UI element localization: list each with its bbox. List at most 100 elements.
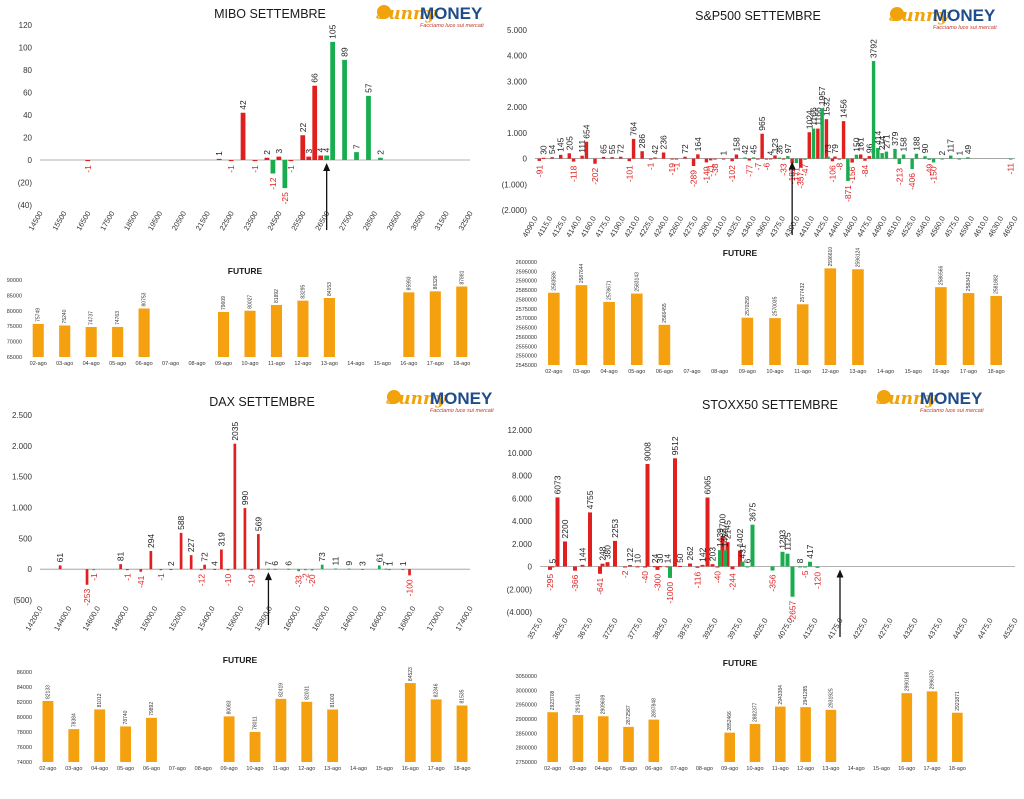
bar-value-label: -100 <box>405 579 415 596</box>
future-value-label: 80027 <box>248 295 254 309</box>
x-tick-label: 15600,0 <box>224 605 245 633</box>
y-tick-label: 2.500 <box>12 411 33 420</box>
bar-value-label: 2200 <box>560 519 570 538</box>
bar-value-label: 61 <box>374 553 384 563</box>
future-bar <box>68 729 80 762</box>
x-tick-label: 14-ago <box>347 361 364 367</box>
bar-value-label: 227 <box>186 538 196 552</box>
future-value-label: 84523 <box>408 667 414 681</box>
bar-value-label: 286 <box>637 134 647 148</box>
x-tick-label: 15400,0 <box>195 605 216 633</box>
y-tick-label: 2595000 <box>516 269 537 275</box>
bar <box>940 158 944 160</box>
x-tick-label: 23500 <box>242 210 260 233</box>
y-tick-label: 3.000 <box>507 77 528 86</box>
bar-value-label: 4 <box>322 148 332 153</box>
bar-value-label: -244 <box>728 573 738 590</box>
bar-value-label: 2 <box>375 150 385 155</box>
x-tick-label: 11-ago <box>794 369 811 375</box>
x-tick-label: 04-ago <box>601 369 618 375</box>
x-tick-label: 16-ago <box>932 369 949 375</box>
x-tick-label: 17000,0 <box>425 605 446 633</box>
bar-value-label: 654 <box>581 124 591 138</box>
bar <box>267 568 270 570</box>
bar <box>203 564 206 570</box>
bar-value-label: 150 <box>851 137 861 151</box>
bar-value-label: 6073 <box>553 475 563 494</box>
bar-value-label: 1 <box>719 151 729 156</box>
bar-value-label: 90 <box>920 144 930 154</box>
bar-value-label: -25 <box>280 192 290 205</box>
bar <box>871 61 876 159</box>
x-tick-label: 15-ago <box>374 361 391 367</box>
y-tick-label: 4.000 <box>512 517 533 526</box>
y-tick-label: 8.000 <box>512 472 533 481</box>
bar-value-label: -49 <box>924 164 934 177</box>
bar-value-label: 111 <box>577 140 587 153</box>
bar-value-label: -295 <box>545 574 555 591</box>
price-arrow-head <box>788 161 796 170</box>
future-value-label: 2583143 <box>634 272 640 292</box>
bar <box>628 565 632 567</box>
bar-value-label: 72 <box>616 144 626 154</box>
bar <box>631 138 636 159</box>
bar <box>751 157 756 159</box>
bar <box>815 566 820 568</box>
bar <box>653 157 657 159</box>
future-bar <box>597 716 609 762</box>
bar-value-label: -41 <box>136 575 146 588</box>
bar <box>678 565 682 567</box>
bar-value-label: 2 <box>937 151 947 156</box>
future-value-label: 2587644 <box>579 263 585 283</box>
bar-value-label: -2 <box>620 570 630 578</box>
future-bar <box>217 312 230 357</box>
bar-value-label: 61 <box>55 553 65 563</box>
bar-value-label: 9512 <box>670 436 680 455</box>
y-tick-label: 76000 <box>17 745 32 751</box>
bar-value-label: -47 <box>800 164 810 177</box>
future-bar <box>852 269 864 365</box>
x-tick-label: 10-ago <box>746 766 763 772</box>
bar-value-label: 72 <box>680 144 690 154</box>
bar-value-label: 431 <box>738 544 748 558</box>
bar-value-label: 6 <box>284 561 294 566</box>
x-tick-label: 29500 <box>385 210 403 233</box>
bar-value-label: -171 <box>791 167 801 184</box>
y-tick-label: 2555000 <box>516 344 537 350</box>
bar <box>573 566 577 571</box>
bar-value-label: -356 <box>768 574 778 591</box>
future-bar <box>825 709 837 762</box>
bar-value-label: -11 <box>1006 163 1016 175</box>
bar <box>673 458 677 567</box>
bar-value-label: 145 <box>556 137 566 151</box>
x-tick-label: 4225,0 <box>850 617 869 641</box>
bar <box>243 508 247 570</box>
x-tick-label: 15-ago <box>905 369 922 375</box>
bar-value-label: 49 <box>963 145 973 155</box>
bar <box>330 41 336 160</box>
bar <box>798 566 802 568</box>
future-bar <box>962 293 975 365</box>
bar <box>830 158 835 162</box>
bar <box>640 151 644 159</box>
bar <box>252 160 258 162</box>
x-tick-label: 18-ago <box>453 361 470 367</box>
x-tick-label: 19500 <box>146 210 164 233</box>
bar-value-label: 96 <box>864 143 874 153</box>
bar-value-label: 9 <box>344 561 354 566</box>
future-value-label: 82419 <box>278 683 284 697</box>
x-tick-label: 17-ago <box>960 369 977 375</box>
bar-value-label: 205 <box>564 136 574 150</box>
x-tick-label: 02-ago <box>39 766 56 772</box>
x-tick-label: 05-ago <box>628 369 645 375</box>
future-bar <box>901 693 913 762</box>
logo-money-text: MONEY <box>933 6 996 25</box>
bar <box>226 569 230 571</box>
y-tick-label: 5.000 <box>507 26 528 35</box>
bar <box>780 551 785 567</box>
bar-value-label: 4 <box>766 150 776 155</box>
bar <box>567 153 571 159</box>
bar <box>85 160 91 162</box>
